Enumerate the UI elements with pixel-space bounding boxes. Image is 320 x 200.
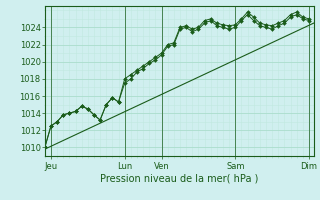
X-axis label: Pression niveau de la mer( hPa ): Pression niveau de la mer( hPa ) [100,173,258,183]
